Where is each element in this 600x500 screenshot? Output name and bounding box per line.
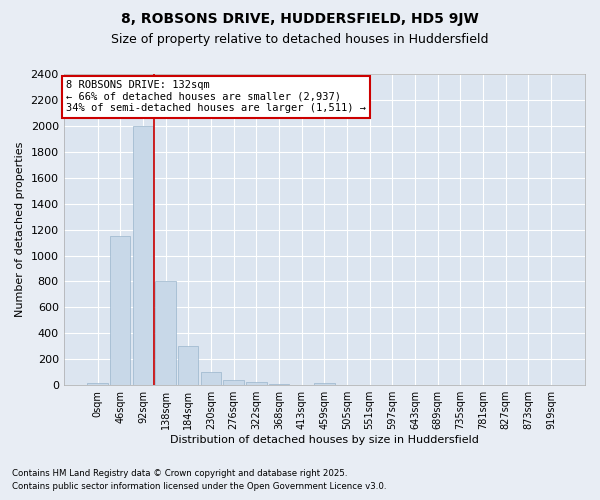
Bar <box>246 382 266 385</box>
Bar <box>155 282 176 385</box>
Bar <box>88 382 108 385</box>
Bar <box>314 384 335 385</box>
Bar <box>223 380 244 385</box>
Text: Size of property relative to detached houses in Huddersfield: Size of property relative to detached ho… <box>111 32 489 46</box>
Bar <box>292 384 312 385</box>
Bar <box>269 384 289 385</box>
Bar <box>201 372 221 385</box>
X-axis label: Distribution of detached houses by size in Huddersfield: Distribution of detached houses by size … <box>170 435 479 445</box>
Text: Contains public sector information licensed under the Open Government Licence v3: Contains public sector information licen… <box>12 482 386 491</box>
Bar <box>133 126 153 385</box>
Text: Contains HM Land Registry data © Crown copyright and database right 2025.: Contains HM Land Registry data © Crown c… <box>12 468 347 477</box>
Bar <box>178 346 199 385</box>
Text: 8 ROBSONS DRIVE: 132sqm
← 66% of detached houses are smaller (2,937)
34% of semi: 8 ROBSONS DRIVE: 132sqm ← 66% of detache… <box>66 80 366 114</box>
Text: 8, ROBSONS DRIVE, HUDDERSFIELD, HD5 9JW: 8, ROBSONS DRIVE, HUDDERSFIELD, HD5 9JW <box>121 12 479 26</box>
Y-axis label: Number of detached properties: Number of detached properties <box>15 142 25 318</box>
Bar <box>110 236 130 385</box>
